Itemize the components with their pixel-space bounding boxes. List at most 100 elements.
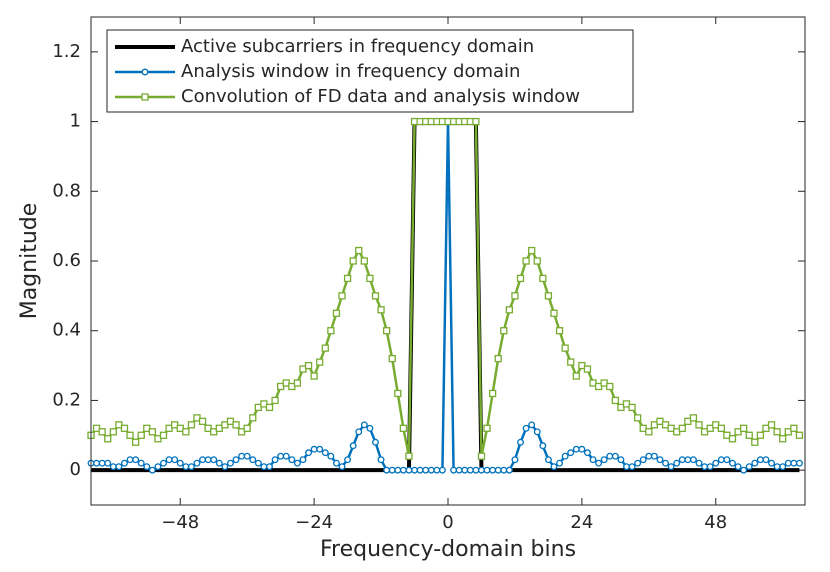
data-point: [645, 428, 653, 436]
data-point: [488, 389, 497, 398]
data-point: [243, 452, 251, 460]
data-point: [556, 459, 564, 467]
data-point: [539, 442, 547, 450]
data-point: [126, 456, 134, 464]
data-point: [148, 428, 157, 436]
data-point: [382, 327, 391, 335]
data-point: [684, 456, 692, 464]
data-point: [461, 466, 469, 474]
data-point: [137, 459, 145, 467]
data-point: [360, 257, 368, 265]
data-point: [751, 459, 759, 467]
data-point: [299, 456, 307, 464]
plot-frame: [90, 16, 806, 506]
data-point: [321, 449, 329, 457]
y-tick-label: 0.6: [52, 250, 81, 271]
legend-label: Active subcarriers in frequency domain: [181, 36, 534, 57]
data-point: [483, 424, 491, 432]
data-point: [533, 428, 541, 436]
legend-box: [106, 29, 634, 113]
data-point: [734, 463, 742, 471]
data-point: [673, 459, 681, 467]
data-point: [701, 463, 709, 471]
data-point: [310, 372, 318, 380]
data-point: [550, 463, 558, 471]
data-point: [544, 292, 553, 300]
data-point: [316, 358, 324, 366]
data-point: [745, 463, 753, 471]
data-point: [388, 466, 396, 474]
data-point: [483, 466, 491, 474]
data-point: [121, 459, 128, 467]
data-point: [277, 452, 285, 460]
data-point: [756, 456, 764, 464]
data-point: [293, 459, 301, 467]
data-point: [98, 459, 106, 467]
data-point: [137, 431, 145, 439]
data-point: [165, 456, 173, 464]
data-point: [182, 428, 190, 436]
data-point: [728, 435, 737, 443]
data-point: [377, 456, 385, 464]
data-point: [377, 306, 385, 314]
data-point: [544, 456, 552, 464]
data-point: [505, 466, 513, 474]
data-point: [779, 435, 787, 443]
data-point: [478, 466, 485, 474]
data-point: [271, 396, 279, 405]
data-point: [500, 327, 508, 335]
y-tick-label: 1.2: [52, 41, 81, 62]
data-point: [260, 463, 268, 471]
data-point: [472, 466, 480, 474]
data-point: [745, 431, 753, 439]
data-point: [282, 452, 290, 460]
data-point: [695, 421, 703, 429]
data-point: [176, 459, 184, 467]
data-point: [500, 466, 508, 474]
data-point: [371, 292, 380, 300]
data-point: [768, 459, 775, 467]
data-point: [528, 246, 536, 255]
data-point: [773, 428, 781, 436]
data-point: [154, 463, 162, 471]
data-point: [689, 414, 698, 422]
data-point: [372, 438, 379, 446]
data-point: [583, 365, 592, 373]
data-point: [572, 372, 580, 380]
data-point: [293, 379, 302, 387]
data-point: [132, 456, 140, 464]
data-point: [450, 466, 458, 474]
x-tick-label: −48: [161, 512, 199, 533]
data-point: [394, 466, 402, 474]
data-point: [271, 456, 279, 464]
data-point: [204, 456, 212, 464]
data-point: [332, 459, 340, 467]
data-point: [617, 456, 625, 464]
data-point: [756, 431, 765, 439]
data-point: [628, 463, 636, 471]
data-point: [751, 438, 759, 446]
x-tick-label: 48: [704, 512, 727, 533]
data-point: [366, 274, 374, 283]
data-point: [416, 466, 424, 474]
data-point: [321, 344, 329, 352]
data-point: [623, 463, 630, 471]
data-point: [254, 459, 262, 467]
data-point: [187, 421, 196, 429]
data-point: [171, 456, 179, 464]
data-point: [227, 459, 234, 467]
data-point: [126, 431, 134, 439]
data-point: [477, 452, 486, 460]
y-tick-label: 0.8: [52, 180, 81, 201]
data-point: [427, 466, 435, 474]
data-point: [762, 456, 770, 464]
data-point: [572, 445, 580, 453]
data-point: [405, 452, 413, 460]
y-tick-label: 1: [70, 111, 81, 132]
data-point: [790, 424, 798, 432]
data-point: [567, 449, 575, 457]
data-point: [729, 459, 736, 467]
data-point: [472, 117, 480, 126]
data-point: [249, 414, 257, 422]
data-point: [717, 456, 725, 464]
